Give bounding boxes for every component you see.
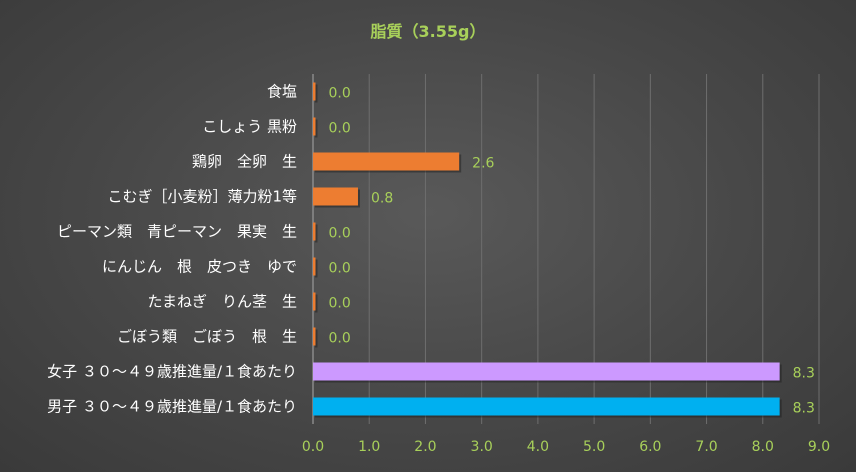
category-label: 男子 ３０～４９歳推進量/１食あたり <box>47 398 297 416</box>
data-label: 8.3 <box>793 401 815 417</box>
category-label: にんじん 根 皮つき ゆで <box>102 258 297 276</box>
x-tick-label: 7.0 <box>695 439 717 455</box>
data-label: 2.6 <box>472 156 494 172</box>
data-label: 0.0 <box>329 296 351 312</box>
chart-title: 脂質（3.55g） <box>371 22 486 41</box>
bar <box>313 82 316 101</box>
x-tick-label: 5.0 <box>583 439 605 455</box>
bar-shadow <box>315 294 318 313</box>
x-tick-label: 0.0 <box>302 439 324 455</box>
x-tick-label: 2.0 <box>414 439 436 455</box>
data-label: 0.0 <box>329 331 351 347</box>
bar <box>313 397 780 416</box>
bar <box>313 117 316 136</box>
category-label: ごぼう類 ごぼう 根 生 <box>117 328 297 346</box>
bar-shadow <box>315 224 318 243</box>
x-tick-label: 6.0 <box>639 439 661 455</box>
x-tick-label: 3.0 <box>471 439 493 455</box>
x-tick-label: 4.0 <box>527 439 549 455</box>
bar <box>313 152 460 171</box>
data-label: 8.3 <box>793 366 815 382</box>
bar <box>313 257 316 276</box>
labels: 0.0 1.0 2.0 3.0 4.0 5.0 6.0 7.0 8.0 9.0 食塩 0.0 こしょう … <box>47 83 830 456</box>
category-label: ピーマン類 青ピーマン 果実 生 <box>57 223 297 241</box>
category-label: たまねぎ りん茎 生 <box>147 293 297 311</box>
bar <box>313 222 316 241</box>
data-label: 0.0 <box>329 121 351 137</box>
bar <box>313 292 316 311</box>
bars <box>313 82 782 418</box>
bar <box>313 362 780 381</box>
data-label: 0.8 <box>371 191 393 207</box>
bar-shadow <box>315 84 318 103</box>
category-label: 女子 ３０～４９歳推進量/１食あたり <box>47 363 297 381</box>
x-tick-label: 1.0 <box>358 439 380 455</box>
category-label: 鶏卵 全卵 生 <box>192 153 297 171</box>
bar-shadow <box>315 119 318 138</box>
data-label: 0.0 <box>329 86 351 102</box>
category-label: 食塩 <box>267 83 297 101</box>
category-label: こしょう 黒粉 <box>202 118 297 136</box>
bar-shadow <box>315 329 318 348</box>
x-tick-label: 9.0 <box>808 439 830 455</box>
bar <box>313 187 358 206</box>
category-label: こむぎ［小麦粉］薄力粉1等 <box>107 188 297 206</box>
bar <box>313 327 316 346</box>
data-label: 0.0 <box>329 261 351 277</box>
bar-shadow <box>315 259 318 278</box>
data-label: 0.0 <box>329 226 351 242</box>
x-tick-label: 8.0 <box>752 439 774 455</box>
